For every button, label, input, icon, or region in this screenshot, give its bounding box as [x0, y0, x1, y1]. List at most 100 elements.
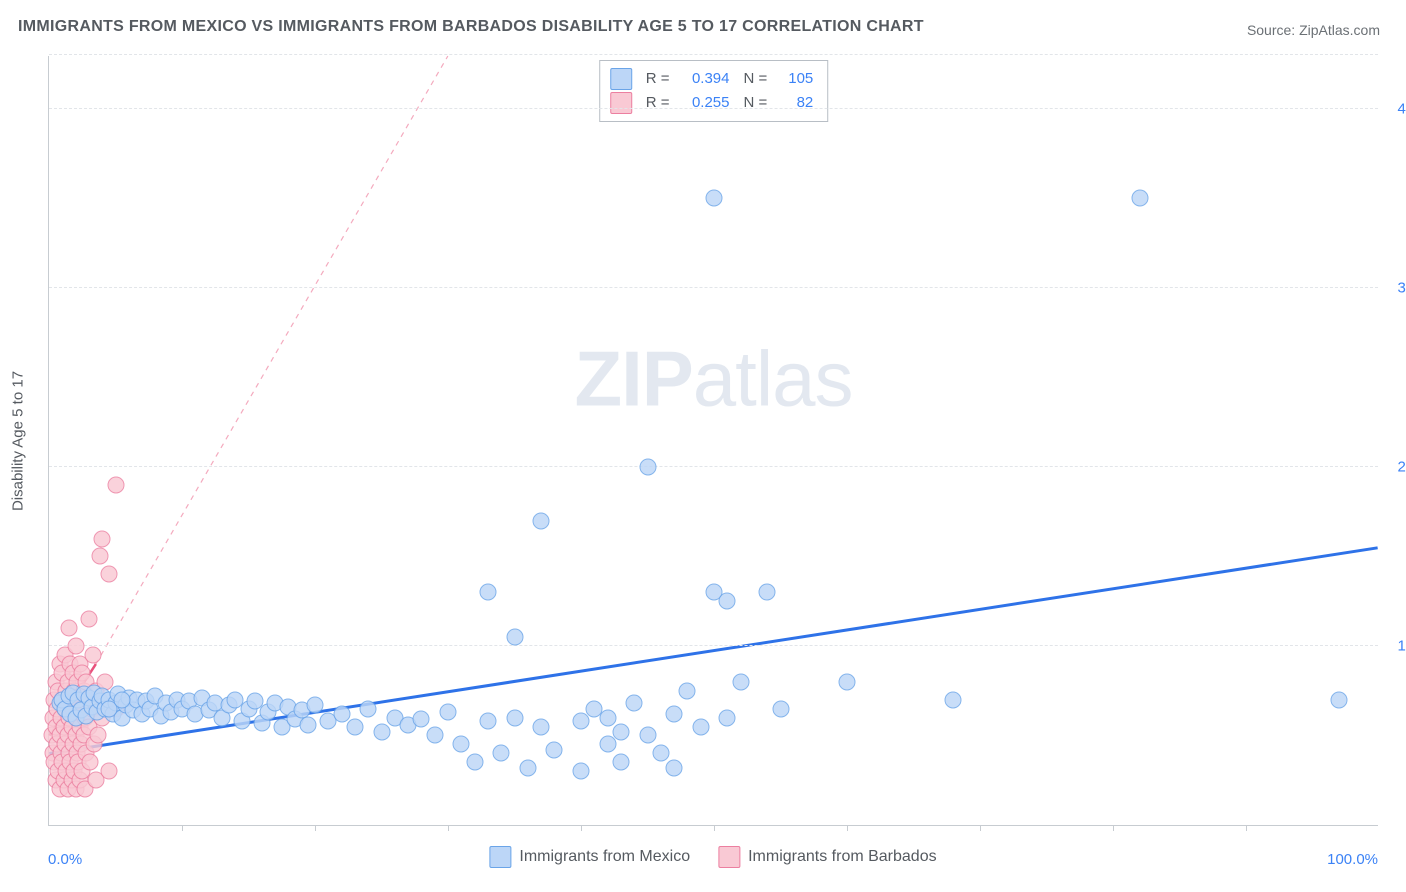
- source-prefix: Source:: [1247, 22, 1299, 38]
- legend-item-mexico: Immigrants from Mexico: [489, 846, 690, 868]
- data-point-mexico: [493, 745, 510, 762]
- data-point-mexico: [373, 723, 390, 740]
- y-tick-label: 30.0%: [1397, 279, 1406, 296]
- gridline: [49, 466, 1378, 467]
- data-point-mexico: [413, 711, 430, 728]
- data-point-mexico: [479, 713, 496, 730]
- n-value-barbados: 82: [777, 91, 813, 115]
- legend-label-barbados: Immigrants from Barbados: [748, 848, 937, 866]
- trend-line: [96, 56, 448, 664]
- n-value-mexico: 105: [777, 67, 813, 91]
- watermark-zip: ZIP: [574, 334, 692, 422]
- data-point-mexico: [706, 190, 723, 207]
- n-label: N =: [744, 67, 768, 91]
- data-point-barbados: [82, 754, 99, 771]
- gridline: [49, 287, 1378, 288]
- data-point-mexico: [679, 682, 696, 699]
- legend-label-mexico: Immigrants from Mexico: [519, 848, 690, 866]
- y-tick-label: 40.0%: [1397, 100, 1406, 117]
- gridline: [49, 54, 1378, 55]
- data-point-mexico: [346, 718, 363, 735]
- chart-title: IMMIGRANTS FROM MEXICO VS IMMIGRANTS FRO…: [18, 18, 924, 36]
- data-point-mexico: [300, 716, 317, 733]
- data-point-mexico: [533, 512, 550, 529]
- data-point-barbados: [91, 548, 108, 565]
- watermark-atlas: atlas: [693, 334, 853, 422]
- x-tick: [315, 825, 316, 831]
- data-point-barbados: [67, 637, 84, 654]
- series-legend: Immigrants from Mexico Immigrants from B…: [489, 846, 936, 868]
- data-point-barbados: [84, 646, 101, 663]
- watermark: ZIPatlas: [574, 333, 852, 424]
- y-axis-label: Disability Age 5 to 17: [10, 371, 27, 511]
- data-point-barbados: [60, 620, 77, 637]
- x-tick: [1246, 825, 1247, 831]
- data-point-mexico: [453, 736, 470, 753]
- swatch-mexico: [610, 68, 632, 90]
- data-point-mexico: [692, 718, 709, 735]
- stats-row-barbados: R = 0.255 N = 82: [610, 91, 814, 115]
- data-point-mexico: [1331, 691, 1348, 708]
- data-point-mexico: [1131, 190, 1148, 207]
- data-point-mexico: [839, 673, 856, 690]
- r-value-mexico: 0.394: [680, 67, 730, 91]
- data-point-mexico: [719, 709, 736, 726]
- data-point-mexico: [360, 700, 377, 717]
- data-point-mexico: [466, 754, 483, 771]
- y-tick-label: 10.0%: [1397, 637, 1406, 654]
- data-point-mexico: [945, 691, 962, 708]
- data-point-mexico: [612, 723, 629, 740]
- data-point-mexico: [573, 713, 590, 730]
- data-point-mexico: [479, 584, 496, 601]
- data-point-mexico: [639, 727, 656, 744]
- data-point-mexico: [666, 705, 683, 722]
- source-name: ZipAtlas.com: [1299, 22, 1380, 38]
- data-point-mexico: [114, 691, 131, 708]
- x-axis-min-label: 0.0%: [48, 851, 82, 868]
- data-point-mexico: [732, 673, 749, 690]
- legend-item-barbados: Immigrants from Barbados: [718, 846, 937, 868]
- data-point-barbados: [90, 727, 107, 744]
- data-point-mexico: [440, 704, 457, 721]
- data-point-mexico: [533, 718, 550, 735]
- x-tick: [714, 825, 715, 831]
- x-tick: [980, 825, 981, 831]
- data-point-mexico: [546, 741, 563, 758]
- data-point-barbados: [100, 763, 117, 780]
- data-point-mexico: [506, 709, 523, 726]
- r-value-barbados: 0.255: [680, 91, 730, 115]
- swatch-barbados: [610, 92, 632, 114]
- data-point-mexico: [719, 593, 736, 610]
- source-attribution: Source: ZipAtlas.com: [1247, 22, 1380, 38]
- x-tick: [847, 825, 848, 831]
- swatch-mexico: [489, 846, 511, 868]
- r-label: R =: [646, 67, 670, 91]
- data-point-mexico: [519, 759, 536, 776]
- r-label: R =: [646, 91, 670, 115]
- x-axis-max-label: 100.0%: [1327, 851, 1378, 868]
- data-point-mexico: [759, 584, 776, 601]
- data-point-barbados: [107, 476, 124, 493]
- data-point-barbados: [100, 566, 117, 583]
- y-tick-label: 20.0%: [1397, 458, 1406, 475]
- data-point-mexico: [599, 709, 616, 726]
- x-tick: [448, 825, 449, 831]
- data-point-mexico: [599, 736, 616, 753]
- data-point-mexico: [426, 727, 443, 744]
- swatch-barbados: [718, 846, 740, 868]
- data-point-mexico: [626, 695, 643, 712]
- stats-legend: R = 0.394 N = 105 R = 0.255 N = 82: [599, 60, 829, 122]
- data-point-mexico: [639, 458, 656, 475]
- data-point-mexico: [612, 754, 629, 771]
- data-point-mexico: [307, 697, 324, 714]
- x-tick: [581, 825, 582, 831]
- x-tick: [1113, 825, 1114, 831]
- plot-region: ZIPatlas R = 0.394 N = 105 R = 0.255 N =…: [48, 56, 1378, 826]
- data-point-barbados: [94, 530, 111, 547]
- x-tick: [182, 825, 183, 831]
- stats-row-mexico: R = 0.394 N = 105: [610, 67, 814, 91]
- data-point-barbados: [80, 611, 97, 628]
- data-point-mexico: [573, 763, 590, 780]
- data-point-mexico: [506, 628, 523, 645]
- chart-area: Disability Age 5 to 17 ZIPatlas R = 0.39…: [48, 56, 1378, 826]
